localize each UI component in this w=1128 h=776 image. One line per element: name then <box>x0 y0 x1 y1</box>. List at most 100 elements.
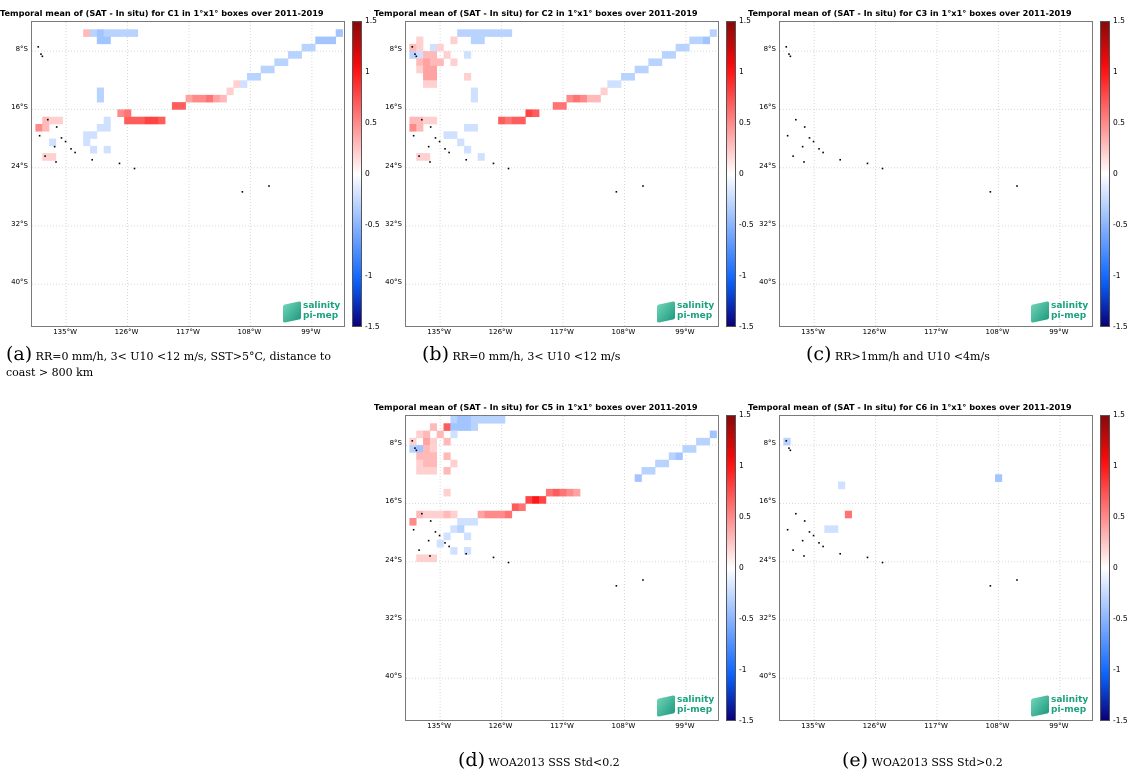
heatmap-cell <box>83 131 91 139</box>
heatmap-cell <box>450 58 458 67</box>
heatmap-cell <box>423 452 431 461</box>
caption-b: (b) RR=0 mm/h, 3< U10 <12 m/s <box>422 345 742 365</box>
island-dot <box>808 137 811 139</box>
logo-line2: pi-mep <box>677 311 713 321</box>
y-tick-label: 40°S <box>759 672 776 681</box>
heatmap-cell <box>429 423 438 431</box>
heatmap-cell <box>409 518 417 526</box>
colorbar <box>726 415 736 721</box>
heatmap-cell <box>429 51 438 59</box>
logo-line1: salinity <box>1051 301 1089 311</box>
heatmap-cell <box>247 73 255 81</box>
island-dot <box>434 531 437 533</box>
heatmap-cell <box>429 58 438 67</box>
heatmap-cell <box>436 430 444 439</box>
heatmap-cell <box>436 510 444 519</box>
logo-text: salinity pi-mep <box>1051 695 1088 715</box>
heatmap-cell <box>450 459 458 468</box>
heatmap-cell <box>322 36 330 45</box>
colorbar-tick-label: -1.5 <box>739 322 754 331</box>
island-dot <box>1016 185 1018 187</box>
heatmap-cell <box>42 116 50 125</box>
panel-e: Temporal mean of (SAT - In situ) for C6 … <box>748 402 1128 732</box>
heatmap-cell <box>464 73 472 81</box>
y-tick-label: 32°S <box>385 220 402 228</box>
island-dot <box>444 148 446 150</box>
heatmap-cell <box>219 94 227 103</box>
heatmap-cell <box>429 116 438 125</box>
caption-e-label: (e) <box>842 749 869 771</box>
heatmap-cell <box>838 481 846 490</box>
heatmap-cell <box>668 452 676 461</box>
heatmap-cell <box>423 116 431 125</box>
island-dot <box>818 542 820 544</box>
heatmap-cell <box>301 43 309 52</box>
heatmap-cell <box>55 116 64 125</box>
island-dot <box>808 531 811 533</box>
colorbar <box>726 21 736 327</box>
island-dot <box>421 512 423 515</box>
island-dot <box>414 53 416 55</box>
island-dot <box>429 520 432 522</box>
heatmap-cell <box>668 51 676 59</box>
heatmap-cell <box>423 80 431 88</box>
heatmap-cell <box>457 29 465 37</box>
x-tick-label: 108°W <box>985 722 1010 730</box>
heatmap-cell <box>49 116 57 125</box>
heatmap-cell <box>559 102 567 110</box>
island-dot <box>444 542 446 544</box>
island-dot <box>822 545 824 548</box>
island-dot <box>788 53 790 55</box>
logo-line1: salinity <box>677 301 715 311</box>
colorbar-tick-label: 1 <box>1113 461 1118 470</box>
heatmap-cell <box>470 124 478 132</box>
colorbar-tick-label: 0 <box>1113 563 1118 572</box>
heatmap-cell <box>253 73 261 81</box>
colorbar-tick-label: 0 <box>365 169 370 178</box>
colorbar-tick-label: -1.5 <box>1113 322 1128 331</box>
heatmap-cell <box>42 153 50 161</box>
x-tick-label: 108°W <box>237 328 262 336</box>
map-svg <box>780 416 1092 720</box>
heatmap-cell <box>49 153 57 161</box>
island-dot <box>412 134 415 137</box>
y-tick-label: 16°S <box>385 497 402 506</box>
heatmap-cell <box>450 36 458 45</box>
heatmap-cell <box>621 73 629 81</box>
heatmap-cell <box>90 29 98 37</box>
island-dot <box>812 140 815 143</box>
heatmap-cell <box>470 416 478 424</box>
heatmap-cell <box>178 102 186 110</box>
heatmap-cell <box>110 29 118 37</box>
heatmap-cell <box>844 510 852 519</box>
chart-title: Temporal mean of (SAT - In situ) for C6 … <box>748 402 1072 412</box>
island-dot <box>785 440 788 442</box>
logo-line2: pi-mep <box>677 705 713 715</box>
heatmap-cell <box>423 430 431 439</box>
colorbar-tick-label: 1.5 <box>1113 410 1125 419</box>
heatmap-cell <box>308 43 316 52</box>
island-dot <box>448 151 450 154</box>
heatmap-cell <box>158 116 166 125</box>
caption-d: (d) WOA2013 SSS Std<0.2 <box>458 751 758 771</box>
y-tick-label: 16°S <box>759 103 776 112</box>
caption-b-text: RR=0 mm/h, 3< U10 <12 m/s <box>452 350 621 363</box>
heatmap-cell <box>689 445 697 453</box>
heatmap-cell <box>124 29 132 37</box>
map-plot-area <box>779 21 1093 327</box>
map-plot-area <box>405 21 719 327</box>
heatmap-cell <box>709 430 717 439</box>
heatmap-cell <box>470 423 478 431</box>
colorbar-tick-label: 1 <box>739 461 744 470</box>
colorbar-tick-label: -1.5 <box>365 322 380 331</box>
colorbar-tick-label: 0 <box>739 169 744 178</box>
x-tick-label: 99°W <box>1049 328 1069 336</box>
map-plot-area <box>31 21 345 327</box>
colorbar-tick-label: 0 <box>1113 169 1118 178</box>
island-dot <box>795 118 797 121</box>
island-dot <box>91 158 93 161</box>
heatmap-cell <box>498 29 506 37</box>
colorbar-tick-label: 0 <box>739 563 744 572</box>
heatmap-cell <box>436 43 444 52</box>
island-dot <box>53 145 56 148</box>
